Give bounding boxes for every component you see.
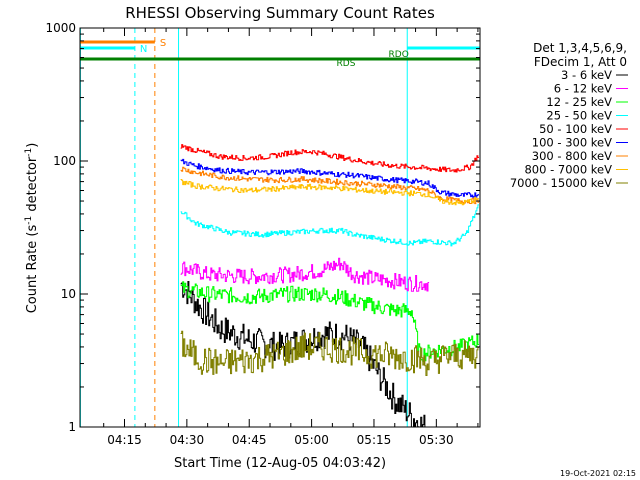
x-tick-label: 04:15 <box>107 433 142 447</box>
plot-frame <box>79 27 481 428</box>
legend-entry-label: 6 - 12 keV <box>554 82 612 96</box>
series-line <box>180 158 479 198</box>
legend-entry-label: 300 - 800 keV <box>532 149 612 163</box>
generation-timestamp: 19-Oct-2021 02:15 <box>560 469 636 478</box>
legend-entry-label: 25 - 50 keV <box>546 109 612 123</box>
y-tick-label: 1000 <box>45 21 76 35</box>
series-group <box>180 144 479 428</box>
legend-entry-label: 7000 - 15000 keV <box>510 176 612 190</box>
series-line <box>180 144 479 173</box>
flag-bars: S N RDO RDS <box>80 38 480 69</box>
annotation-label: RDO <box>389 50 409 60</box>
x-tick-label: 05:15 <box>357 433 392 447</box>
y-axis-label-part: detector <box>25 156 40 216</box>
legend-entry-label: 3 - 6 keV <box>561 68 612 82</box>
flag-label: N <box>140 44 147 55</box>
y-axis-label-superscript: -1 <box>24 148 34 157</box>
flag-label: S <box>160 38 166 49</box>
legend-header-line: Det 1,3,4,5,6,9, <box>533 41 627 55</box>
series-line <box>180 179 479 206</box>
y-axis-label-part: Count Rate (s <box>25 225 40 314</box>
legend-entry-label: 100 - 300 keV <box>532 136 612 150</box>
legend-entry-label: 50 - 100 keV <box>539 122 612 136</box>
x-tick-label: 05:00 <box>294 433 329 447</box>
y-tick-label: 1 <box>68 420 76 434</box>
series-line <box>180 330 479 376</box>
legend-header-line: FDecim 1, Att 0 <box>534 55 627 69</box>
x-tick-label: 04:45 <box>232 433 267 447</box>
y-axis-label-superscript: -1 <box>24 216 34 225</box>
chart-title: RHESSI Observing Summary Count Rates <box>125 4 435 22</box>
x-axis-label: Start Time (12-Aug-05 04:03:42) <box>174 456 386 471</box>
axes: 1 10 100 1000 04:15 04:30 04:45 05:00 05:15 05:30 <box>45 21 480 447</box>
series-line <box>180 257 430 292</box>
x-tick-label: 04:30 <box>170 433 205 447</box>
legend-entry-label: 12 - 25 keV <box>546 95 612 109</box>
series-line <box>180 281 479 362</box>
y-tick-label: 100 <box>53 154 76 168</box>
x-tick-label: 05:30 <box>419 433 454 447</box>
y-axis-label-part: ) <box>25 143 40 148</box>
series-line <box>180 166 479 205</box>
series-line <box>180 204 479 247</box>
legend-entry-label: 800 - 7000 keV <box>524 163 612 177</box>
legend: Det 1,3,4,5,6,9, FDecim 1, Att 0 3 - 6 k… <box>510 41 628 190</box>
y-axis-label: Count Rate (s-1 detector-1) <box>24 143 40 314</box>
series-line <box>180 281 430 428</box>
annotation-label: RDS <box>337 59 356 69</box>
y-tick-label: 10 <box>61 287 76 301</box>
